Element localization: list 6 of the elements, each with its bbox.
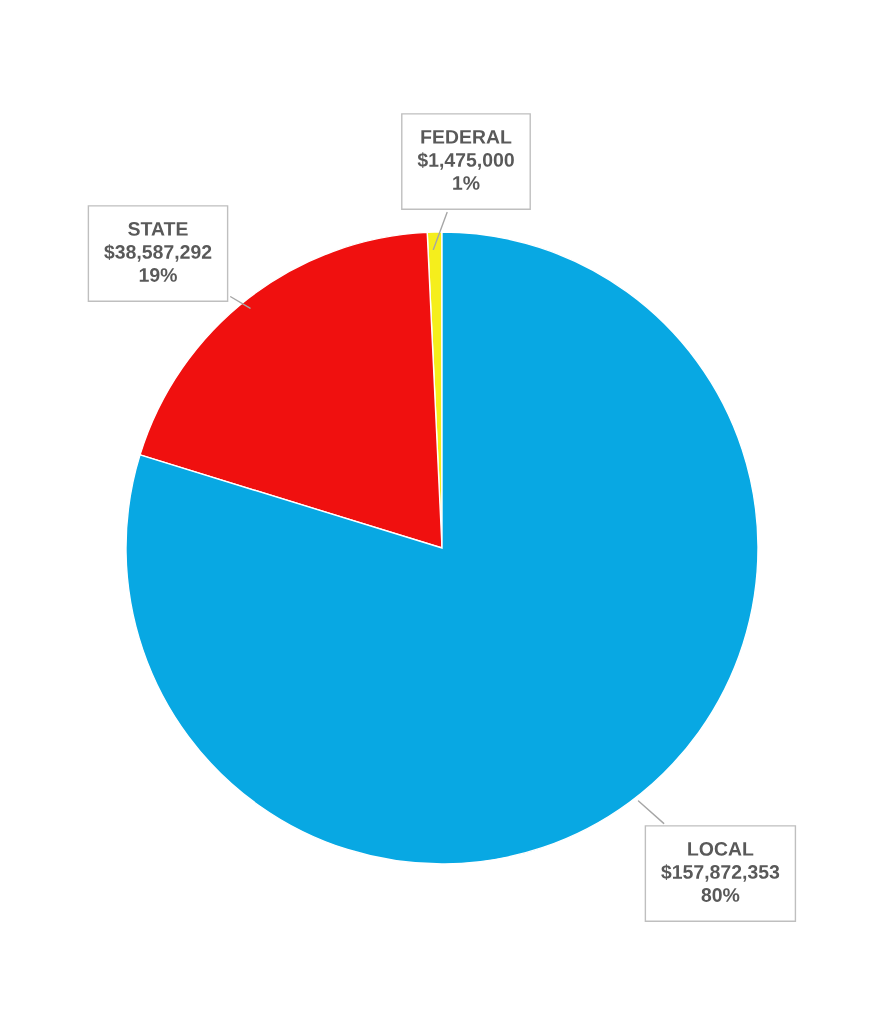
data-label: $38,587,292 19% [104,244,212,282]
slice-label: FEDERAL [421,130,512,144]
data-label: $1,475,000 1% [417,152,514,190]
slice-label: STATE [128,221,188,236]
data-label: $157,872,353 80% [661,864,780,902]
slice-label: LOCAL [688,841,754,856]
